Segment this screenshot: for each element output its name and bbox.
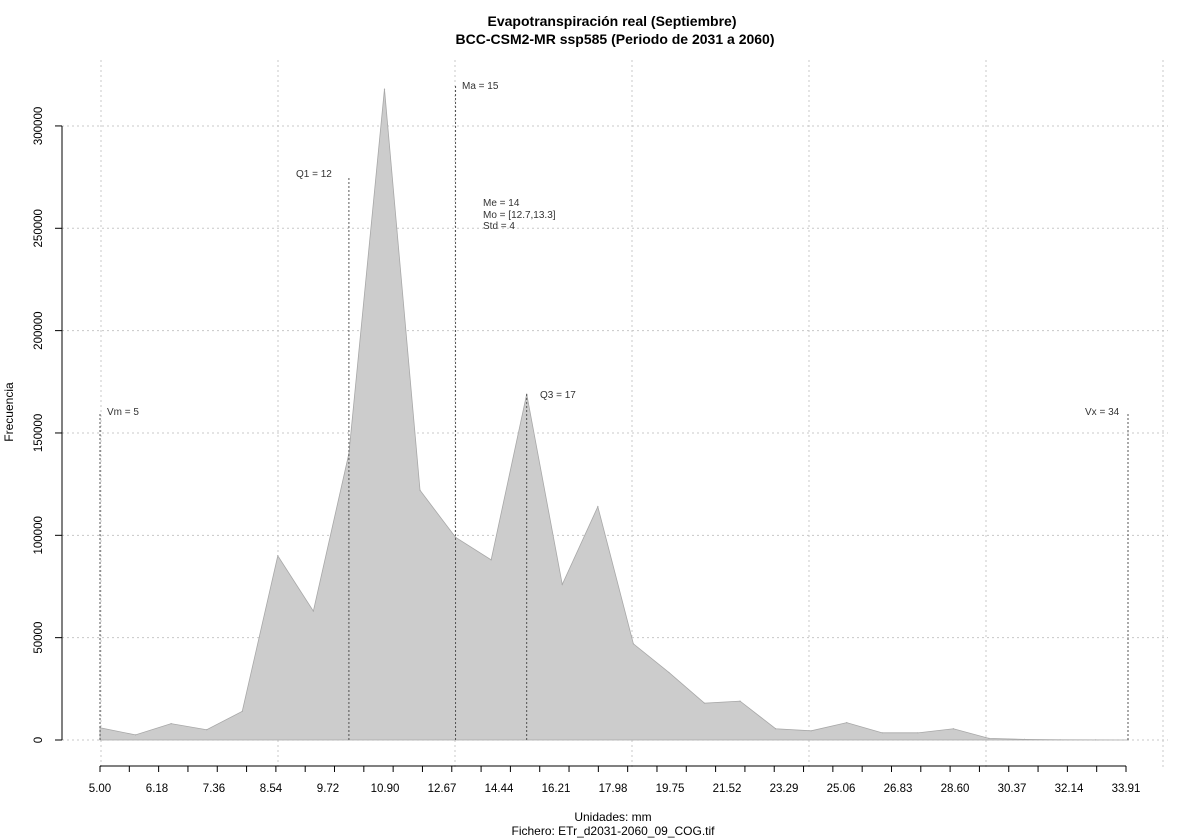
x-tick-label: 23.29 — [770, 783, 799, 795]
x-axis-label: Unidades: mm — [574, 810, 651, 824]
data-point — [668, 671, 670, 674]
annotations: Vm = 5 Q1 = 12 Ma = 15 Q3 = 17 Vx = 34 M… — [107, 81, 1120, 418]
data-point — [241, 710, 243, 712]
reference-lines — [99, 85, 1129, 740]
data-point — [490, 559, 492, 561]
data-point — [988, 737, 990, 739]
annotation-q1: Q1 = 12 — [296, 169, 332, 180]
x-tick-label: 6.18 — [146, 783, 168, 795]
data-point — [917, 732, 919, 734]
data-point — [419, 489, 421, 491]
annotation-vx: Vx = 34 — [1085, 407, 1120, 418]
frequency-area-fill — [99, 89, 1129, 741]
annotation-median: Me = 14 — [483, 198, 520, 209]
data-point — [134, 734, 137, 736]
y-axis-label: Frecuencia — [2, 382, 16, 442]
y-axis: 0 50000 100000 150000 200000 250000 300000 — [33, 107, 63, 743]
x-tick-label: 8.54 — [260, 783, 283, 795]
annotation-vm: Vm = 5 — [107, 407, 139, 418]
x-tick-label: 33.91 — [1112, 783, 1141, 795]
x-tick-label: 10.90 — [371, 783, 400, 795]
data-point — [312, 610, 314, 612]
annotation-q3: Q3 = 17 — [540, 390, 576, 401]
x-tick-label: 14.44 — [485, 783, 514, 795]
y-tick-label: 200000 — [33, 311, 45, 349]
y-tick-label: 250000 — [33, 209, 45, 247]
x-tick-label: 25.06 — [827, 783, 856, 795]
data-point — [561, 583, 563, 586]
x-axis: 5.00 6.18 7.36 8.54 9.72 10.90 12.67 14.44 16.21… — [89, 765, 1141, 795]
data-point — [846, 722, 848, 724]
data-point — [454, 536, 457, 538]
annotation-mode: Mo = [12.7,13.3] — [483, 210, 556, 221]
data-point — [775, 728, 777, 730]
x-tick-label: 30.37 — [998, 783, 1027, 795]
x-tick-label: 7.36 — [203, 783, 225, 795]
data-point — [348, 452, 350, 455]
frequency-area — [99, 88, 1129, 741]
data-point — [810, 730, 812, 732]
chart-title: Evapotranspiración real (Septiembre) — [488, 13, 737, 29]
annotation-std: Std = 4 — [483, 221, 515, 232]
data-point — [383, 88, 386, 90]
data-point — [952, 728, 955, 730]
x-tick-label: 28.60 — [941, 783, 970, 795]
x-tick-label: 32.14 — [1055, 783, 1084, 795]
x-tick-label: 9.72 — [317, 783, 339, 795]
y-tick-label: 150000 — [33, 414, 45, 452]
y-tick-label: 50000 — [33, 622, 45, 654]
x-tick-label: 16.21 — [542, 783, 571, 795]
data-point — [881, 732, 883, 734]
data-point — [703, 702, 706, 704]
x-tick-label: 21.52 — [713, 783, 742, 795]
x-tick-label: 26.83 — [884, 783, 913, 795]
data-point — [277, 555, 279, 557]
x-tick-label: 12.67 — [428, 783, 457, 795]
x-tick-label: 19.75 — [656, 783, 685, 795]
data-point — [632, 643, 634, 645]
y-tick-label: 0 — [33, 737, 45, 743]
y-tick-label: 300000 — [33, 107, 45, 145]
data-point — [1023, 738, 1026, 740]
x-tick-label: 17.98 — [599, 783, 628, 795]
data-point — [1059, 739, 1061, 741]
data-point — [1095, 739, 1097, 741]
chart-subtitle: BCC-CSM2-MR ssp585 (Periodo de 2031 a 20… — [456, 31, 775, 47]
data-point — [206, 729, 208, 731]
annotation-ma: Ma = 15 — [462, 81, 499, 92]
data-point — [597, 506, 599, 508]
data-point — [170, 723, 172, 725]
data-point — [739, 700, 741, 702]
x-tick-label: 5.00 — [89, 783, 111, 795]
y-tick-label: 100000 — [33, 516, 45, 554]
file-name-label: Fichero: ETr_d2031-2060_09_COG.tif — [512, 824, 716, 838]
